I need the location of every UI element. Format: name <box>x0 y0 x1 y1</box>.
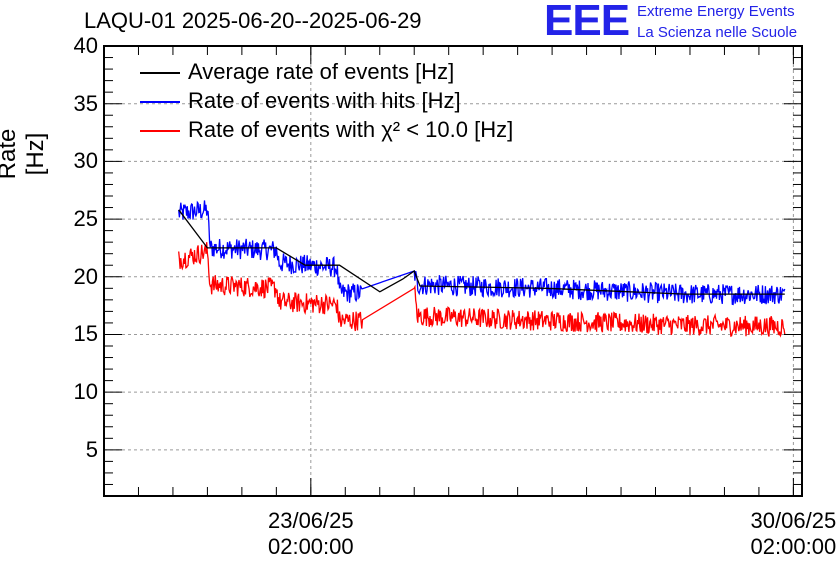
legend-label-chi2: Rate of events with χ² < 10.0 [Hz] <box>188 117 514 142</box>
x-tick-label: 23/06/25 02:00:00 <box>231 508 391 560</box>
y-tick-label: 25 <box>73 206 98 232</box>
plot-frame <box>103 45 803 497</box>
eee-logo-line2: La Scienza nelle Scuole <box>637 24 798 41</box>
y-tick-label: 15 <box>73 321 98 347</box>
x-tick-time: 02:00:00 <box>267 534 354 559</box>
x-tick-time: 02:00:00 <box>750 534 836 559</box>
legend-label-hits: Rate of events with hits [Hz] <box>188 88 461 113</box>
x-tick-date: 23/06/25 <box>267 508 354 533</box>
series-line-1 <box>178 200 786 306</box>
series-line-0 <box>178 209 785 295</box>
legend-swatch-hits <box>140 101 180 103</box>
x-tick-date: 30/06/25 <box>750 508 836 533</box>
y-tick-label: 20 <box>73 263 98 289</box>
y-tick-label: 35 <box>73 90 98 116</box>
series-layer <box>178 200 786 338</box>
eee-logo-line1: Extreme Energy Events <box>637 3 795 20</box>
eee-logo-mark: EEE <box>544 0 630 45</box>
legend-label-average: Average rate of events [Hz] <box>188 59 455 84</box>
y-tick-label: 10 <box>73 379 98 405</box>
x-tick-label: 30/06/25 02:00:00 <box>713 508 836 560</box>
grid-lines <box>104 46 802 496</box>
y-axis-label: Rate [Hz] <box>0 128 49 180</box>
y-tick-label: 30 <box>73 148 98 174</box>
series-line-2 <box>178 242 786 338</box>
legend-swatch-average <box>140 72 180 74</box>
legend-swatch-chi2 <box>140 130 180 132</box>
eee-logo: EEE Extreme Energy Events La Scienza nel… <box>540 0 836 46</box>
y-tick-label: 40 <box>73 33 98 58</box>
axis-ticks <box>103 45 802 497</box>
y-tick-label: 5 <box>85 436 98 462</box>
chart-title: LAQU-01 2025-06-20--2025-06-29 <box>84 8 422 33</box>
